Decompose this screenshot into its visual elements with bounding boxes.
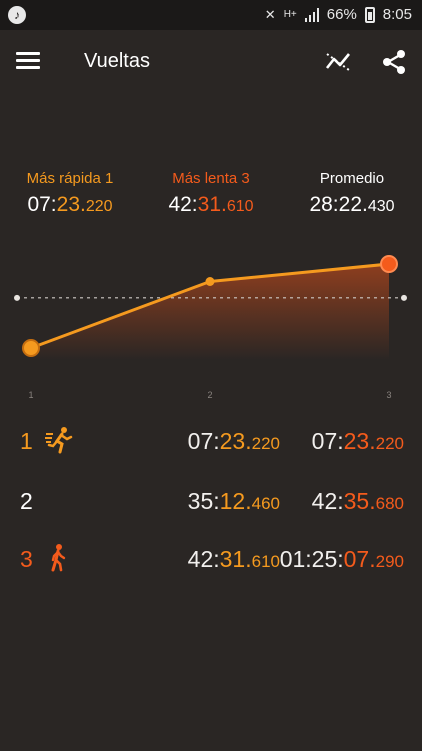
lap-split-time: 42:31.610 — [188, 546, 280, 573]
slowest-lap-point — [380, 255, 398, 273]
app-notification-icon: ♪ — [8, 6, 26, 24]
slowest-value: 42:31.610 — [141, 193, 281, 217]
total-min: 01:25: — [279, 546, 344, 572]
network-type-icon: H+ — [283, 9, 297, 20]
average-value-ms: 430 — [367, 198, 395, 215]
lap-total-time: 07:23.220 — [312, 428, 404, 455]
fastest-value-min: 07: — [27, 193, 57, 216]
fastest-label: Más rápida 1 — [26, 170, 114, 187]
lap-split-time: 07:23.220 — [188, 428, 280, 455]
lap-time-chart: 1 2 3 — [14, 255, 407, 400]
x-tick-label: 3 — [386, 390, 391, 400]
walking-icon — [51, 544, 66, 572]
app-bar: Vueltas — [0, 30, 422, 94]
split-min: 42: — [187, 546, 220, 572]
status-indicators: ✕ H+ 66% 8:05 — [265, 6, 412, 23]
split-sec: 31. — [219, 546, 252, 572]
share-icon[interactable] — [380, 48, 408, 76]
average-value-main: 28:22. — [309, 193, 368, 216]
slowest-value-sec: 31. — [197, 193, 227, 216]
status-bar: ♪ ✕ H+ 66% 8:05 — [0, 0, 422, 30]
slowest-value-min: 42: — [168, 193, 198, 216]
fastest-value: 07:23.220 — [0, 193, 140, 217]
slowest-label: Más lenta 3 — [172, 170, 250, 187]
total-ms: 220 — [375, 434, 404, 453]
mute-icon: ✕ — [264, 6, 276, 22]
signal-icon — [304, 7, 319, 22]
total-min: 07: — [311, 428, 344, 454]
lap-total-time: 01:25:07.290 — [280, 546, 404, 573]
fastest-value-ms: 220 — [85, 198, 113, 215]
clock: 8:05 — [382, 6, 412, 23]
slowest-lap-summary: Más lenta 3 42:31.610 — [141, 170, 281, 217]
total-min: 42: — [311, 488, 344, 514]
lap-number: 3 — [20, 546, 33, 572]
battery-percent: 66% — [326, 6, 357, 23]
lap-row-1[interactable]: 1 07:23.220 07:23.220 — [0, 420, 422, 460]
split-ms: 460 — [251, 494, 280, 513]
lap-time-points — [22, 255, 398, 357]
total-sec: 23. — [343, 428, 376, 454]
split-ms: 220 — [251, 434, 280, 453]
x-tick-label: 1 — [28, 390, 33, 400]
average-lap-summary: Promedio 28:22.430 — [282, 170, 422, 217]
running-fast-icon — [45, 427, 73, 454]
total-ms: 290 — [375, 552, 404, 571]
total-sec: 35. — [343, 488, 376, 514]
fastest-lap-summary: Más rápida 1 07:23.220 — [0, 170, 140, 217]
chart-toggle-icon[interactable] — [324, 48, 352, 76]
split-sec: 23. — [219, 428, 252, 454]
menu-icon[interactable] — [16, 52, 40, 72]
lap-row-3[interactable]: 3 42:31.610 01:25:07.290 — [0, 538, 422, 578]
slowest-value-ms: 610 — [226, 198, 254, 215]
lap-time-area — [31, 264, 389, 360]
fastest-lap-point — [22, 339, 40, 357]
lap-split-time: 35:12.460 — [188, 488, 280, 515]
x-tick-label: 2 — [207, 390, 212, 400]
total-ms: 680 — [375, 494, 404, 513]
battery-icon — [364, 6, 375, 23]
split-min: 07: — [187, 428, 220, 454]
lap-total-time: 42:35.680 — [312, 488, 404, 515]
lap-row-2[interactable]: 2 35:12.460 42:35.680 — [0, 480, 422, 520]
total-sec: 07. — [343, 546, 376, 572]
page-title: Vueltas — [84, 50, 150, 72]
lap-number: 2 — [20, 488, 33, 514]
average-line-start-marker — [14, 294, 20, 301]
lap-point — [205, 276, 215, 286]
split-sec: 12. — [219, 488, 252, 514]
split-min: 35: — [187, 488, 220, 514]
average-value: 28:22.430 — [282, 193, 422, 217]
x-axis-labels: 1 2 3 — [28, 390, 391, 400]
split-ms: 610 — [251, 552, 280, 571]
average-line-end-marker — [401, 294, 407, 301]
fastest-value-sec: 23. — [56, 193, 86, 216]
average-label: Promedio — [319, 170, 385, 187]
lap-summary: Más rápida 1 07:23.220 Más lenta 3 42:31… — [0, 170, 422, 230]
lap-number: 1 — [20, 428, 33, 454]
